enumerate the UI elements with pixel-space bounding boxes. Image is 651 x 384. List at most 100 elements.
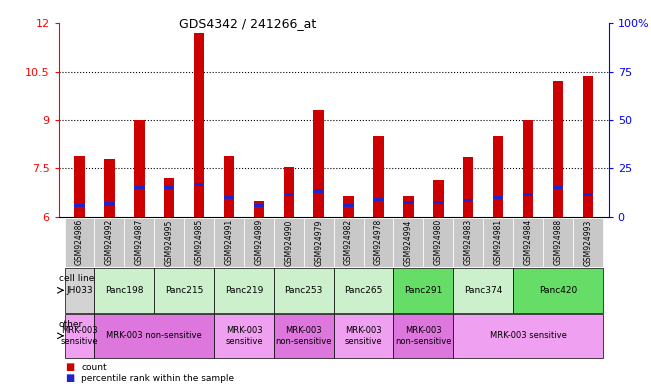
Bar xyxy=(403,201,413,204)
Text: GSM924985: GSM924985 xyxy=(195,219,204,265)
Bar xyxy=(493,196,503,199)
Bar xyxy=(433,180,443,217)
Bar xyxy=(433,201,443,204)
Bar xyxy=(134,186,145,189)
Bar xyxy=(214,218,244,267)
Bar xyxy=(333,268,393,313)
Bar xyxy=(314,110,324,217)
Bar xyxy=(254,201,264,217)
Bar xyxy=(314,189,324,193)
Text: ■: ■ xyxy=(65,362,74,372)
Bar xyxy=(194,183,204,186)
Bar xyxy=(94,268,154,313)
Text: GSM924992: GSM924992 xyxy=(105,219,114,265)
Bar xyxy=(74,204,85,207)
Bar xyxy=(393,314,453,358)
Bar xyxy=(553,81,563,217)
Bar xyxy=(423,218,453,267)
Bar xyxy=(104,202,115,206)
Text: JH033: JH033 xyxy=(66,286,93,295)
Bar xyxy=(393,218,423,267)
Text: GSM924986: GSM924986 xyxy=(75,219,84,265)
Bar xyxy=(523,120,533,217)
Text: Panc219: Panc219 xyxy=(225,286,263,295)
Bar xyxy=(134,120,145,217)
Bar xyxy=(184,218,214,267)
Bar xyxy=(463,157,473,217)
Text: Panc253: Panc253 xyxy=(284,286,323,295)
Text: GSM924982: GSM924982 xyxy=(344,219,353,265)
Text: MRK-003
non-sensitive: MRK-003 non-sensitive xyxy=(275,326,332,346)
Text: cell line: cell line xyxy=(59,275,94,283)
Bar xyxy=(194,33,204,217)
Bar xyxy=(254,204,264,207)
Text: MRK-003
non-sensitive: MRK-003 non-sensitive xyxy=(395,326,452,346)
Text: GSM924984: GSM924984 xyxy=(523,219,533,265)
Bar xyxy=(274,268,333,313)
Bar xyxy=(543,218,573,267)
Bar xyxy=(483,218,513,267)
Text: ■: ■ xyxy=(65,373,74,383)
Bar xyxy=(343,196,353,217)
Bar xyxy=(463,199,473,202)
Bar xyxy=(214,314,274,358)
Bar xyxy=(513,268,603,313)
Text: GDS4342 / 241266_at: GDS4342 / 241266_at xyxy=(179,17,316,30)
Bar xyxy=(453,314,603,358)
Text: percentile rank within the sample: percentile rank within the sample xyxy=(81,374,234,383)
Text: MRK-003
sensitive: MRK-003 sensitive xyxy=(61,326,98,346)
Bar xyxy=(244,218,274,267)
Text: GSM924994: GSM924994 xyxy=(404,219,413,266)
Text: GSM924989: GSM924989 xyxy=(255,219,264,265)
Bar xyxy=(64,218,94,267)
Bar xyxy=(553,186,563,189)
Bar xyxy=(274,218,304,267)
Text: Panc265: Panc265 xyxy=(344,286,383,295)
Bar xyxy=(393,268,453,313)
Text: MRK-003
sensitive: MRK-003 sensitive xyxy=(345,326,382,346)
Bar xyxy=(284,167,294,217)
Text: Panc215: Panc215 xyxy=(165,286,203,295)
Text: GSM924991: GSM924991 xyxy=(225,219,234,265)
Bar xyxy=(154,218,184,267)
Text: MRK-003 sensitive: MRK-003 sensitive xyxy=(490,331,566,340)
Bar xyxy=(333,314,393,358)
Bar xyxy=(373,136,383,217)
Text: other: other xyxy=(59,320,83,329)
Bar xyxy=(373,198,383,201)
Bar xyxy=(64,268,94,313)
Bar xyxy=(403,196,413,217)
Text: GSM924978: GSM924978 xyxy=(374,219,383,265)
Bar xyxy=(74,156,85,217)
Text: MRK-003 non-sensitive: MRK-003 non-sensitive xyxy=(106,331,202,340)
Text: GSM924979: GSM924979 xyxy=(314,219,323,266)
Bar xyxy=(583,76,593,217)
Bar xyxy=(164,186,174,189)
Bar xyxy=(104,159,115,217)
Text: Panc291: Panc291 xyxy=(404,286,443,295)
Bar xyxy=(573,218,603,267)
Bar xyxy=(154,268,214,313)
Text: Panc198: Panc198 xyxy=(105,286,144,295)
Text: GSM924983: GSM924983 xyxy=(464,219,473,265)
Bar xyxy=(583,193,593,196)
Bar xyxy=(493,136,503,217)
Text: Panc420: Panc420 xyxy=(539,286,577,295)
Bar xyxy=(304,218,333,267)
Text: count: count xyxy=(81,363,107,372)
Bar xyxy=(523,193,533,196)
Text: Panc374: Panc374 xyxy=(464,286,503,295)
Bar xyxy=(333,218,363,267)
Bar xyxy=(453,218,483,267)
Bar xyxy=(64,314,94,358)
Bar xyxy=(513,218,543,267)
Bar xyxy=(164,178,174,217)
Bar xyxy=(224,156,234,217)
Bar xyxy=(124,218,154,267)
Text: GSM924987: GSM924987 xyxy=(135,219,144,265)
Text: GSM924995: GSM924995 xyxy=(165,219,174,266)
Bar xyxy=(274,314,333,358)
Bar xyxy=(94,218,124,267)
Bar xyxy=(224,196,234,199)
Bar xyxy=(453,268,513,313)
